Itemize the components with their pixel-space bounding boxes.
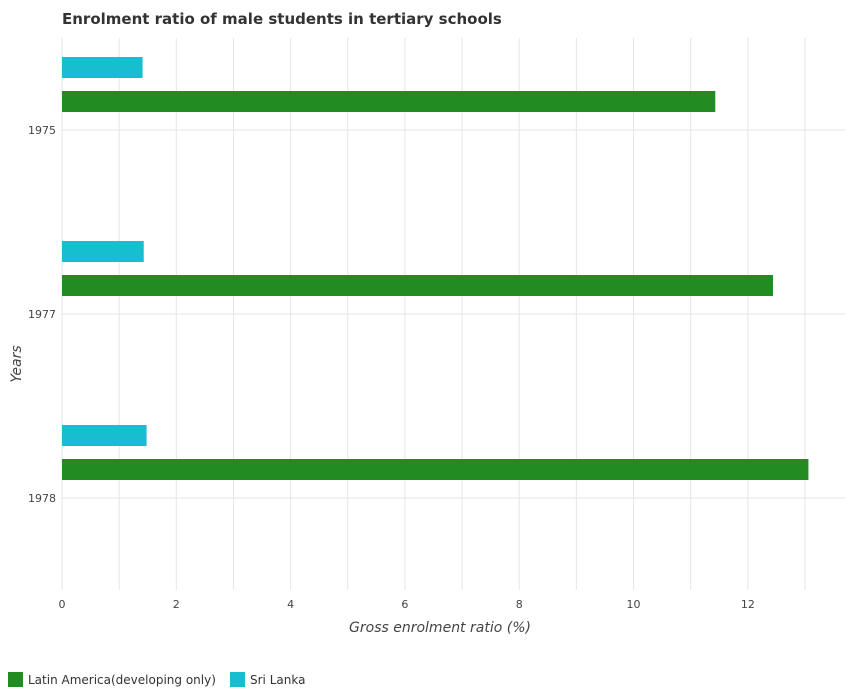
bar: [62, 275, 773, 296]
legend-label: Latin America(developing only): [28, 673, 216, 687]
y-tick-label: 1975: [28, 124, 56, 137]
bars: [62, 57, 809, 480]
y-ticks: 1975 1977 1978: [28, 124, 56, 505]
x-tick-label: 8: [516, 598, 523, 611]
x-axis-label: Gross enrolment ratio (%): [349, 620, 531, 636]
y-tick-label: 1978: [28, 492, 56, 505]
bar: [62, 91, 716, 112]
legend-swatch: [230, 672, 245, 687]
y-axis-label: Years: [9, 345, 25, 382]
x-tick-label: 4: [287, 598, 294, 611]
legend-swatch: [8, 672, 23, 687]
chart-title: Enrolment ratio of male students in tert…: [62, 10, 502, 28]
grid: [61, 38, 845, 590]
bar: [62, 57, 143, 78]
legend: Latin America(developing only) Sri Lanka: [8, 672, 305, 687]
bar: [62, 425, 147, 446]
x-tick-label: 6: [401, 598, 408, 611]
x-tick-label: 2: [173, 598, 180, 611]
bar: [62, 459, 809, 480]
bar: [62, 241, 144, 262]
legend-label: Sri Lanka: [250, 673, 305, 687]
x-tick-label: 12: [741, 598, 755, 611]
x-tick-label: 0: [59, 598, 66, 611]
x-ticks: 0 2 4 6 8 10 12: [59, 598, 755, 611]
y-tick-label: 1977: [28, 308, 56, 321]
x-tick-label: 10: [627, 598, 641, 611]
